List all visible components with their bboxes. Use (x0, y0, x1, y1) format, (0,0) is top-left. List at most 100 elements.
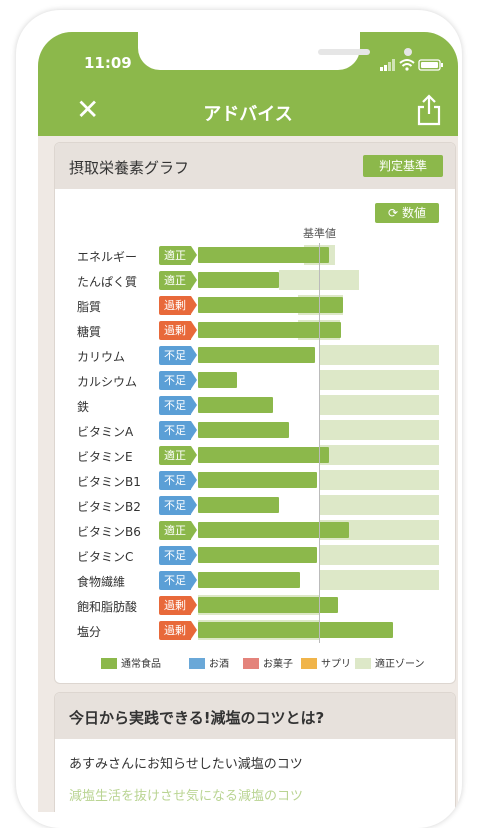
nutrient-label: 食物繊維 (77, 575, 126, 589)
legend-label: 通常食品 (121, 659, 161, 670)
badge-arrow (191, 321, 197, 339)
nutrient-row: ビタミンB6 適正 (55, 518, 455, 543)
intake-bar (198, 247, 329, 263)
nutrient-row: ビタミンB1 不足 (55, 468, 455, 493)
app-header: 11:09 ✕ アド (38, 32, 458, 136)
intake-bar (198, 297, 344, 313)
badge-arrow (191, 346, 197, 364)
badge-arrow (191, 446, 197, 464)
intake-bar (198, 397, 274, 413)
nutrient-row: 食物繊維 不足 (55, 568, 455, 593)
nutrient-graph-card: 摂取栄養素グラフ 判定基準 ⟳ 数値 基準値 エネルギー 適正 たんぱく質 適正 脂質 過剰… (54, 142, 456, 684)
badge-arrow (191, 271, 197, 289)
legend-swatch (355, 658, 371, 669)
zone-bar (319, 495, 439, 515)
zone-bar (319, 445, 439, 465)
badge-arrow (191, 296, 197, 314)
intake-bar (198, 447, 329, 463)
status-badge: 不足 (159, 471, 197, 490)
signal-icon (380, 59, 395, 71)
badge-arrow (191, 521, 197, 539)
tips-link[interactable]: 減塩生活を抜けさせ気になる減塩のコツ (69, 789, 304, 804)
nutrient-label: たんぱく質 (77, 275, 138, 289)
values-button[interactable]: ⟳ 数値 (375, 203, 439, 223)
close-icon[interactable]: ✕ (76, 93, 100, 126)
legend-item: 適正ゾーン (355, 655, 425, 670)
badge-arrow (191, 496, 197, 514)
nutrient-label: ビタミンA (77, 425, 134, 439)
legend-swatch (189, 658, 205, 669)
intake-bar (198, 622, 393, 638)
nutrient-label: 脂質 (77, 300, 102, 314)
app-screen: 11:09 ✕ アド (38, 32, 458, 812)
zone-bar (279, 270, 359, 290)
criteria-button[interactable]: 判定基準 (363, 155, 443, 177)
status-badge: 過剰 (159, 321, 197, 340)
nutrient-label: ビタミンB2 (77, 500, 141, 514)
phone-frame: 11:09 ✕ アド (16, 10, 462, 828)
notch (138, 32, 412, 70)
salt-tips-card: 今日から実践できる!減塩のコツとは? あすみさんにお知らせしたい減塩のコツ 減塩… (54, 692, 456, 812)
refresh-icon: ⟳ (387, 206, 399, 220)
status-badge: 不足 (159, 396, 197, 415)
status-badge: 不足 (159, 546, 197, 565)
status-badge: 不足 (159, 496, 197, 515)
badge-arrow (191, 546, 197, 564)
nutrient-row: 飽和脂肪酸 過剰 (55, 593, 455, 618)
legend-label: お菓子 (263, 659, 293, 670)
status-icons (380, 59, 443, 71)
nutrient-label: 塩分 (77, 625, 102, 639)
nutrient-label: 糖質 (77, 325, 102, 339)
status-badge: 過剰 (159, 621, 197, 640)
zone-bar (319, 570, 439, 590)
nutrient-row: ビタミンA 不足 (55, 418, 455, 443)
intake-bar (198, 422, 289, 438)
nutrient-row: ビタミンC 不足 (55, 543, 455, 568)
legend-swatch (101, 658, 117, 669)
tips-subtitle: あすみさんにお知らせしたい減塩のコツ (69, 757, 303, 772)
zone-bar (319, 345, 439, 365)
badge-arrow (191, 471, 197, 489)
intake-bar (198, 572, 300, 588)
status-badge: 過剰 (159, 596, 197, 615)
speaker (318, 49, 370, 55)
status-time: 11:09 (84, 54, 132, 72)
baseline-label: 基準値 (303, 227, 336, 240)
nutrient-row: エネルギー 適正 (55, 243, 455, 268)
status-badge: 適正 (159, 271, 197, 290)
nutrient-row: カルシウム 不足 (55, 368, 455, 393)
page-title: アドバイス (203, 104, 293, 125)
nutrient-label: エネルギー (77, 250, 138, 264)
nutrient-label: ビタミンB1 (77, 475, 141, 489)
intake-bar (198, 547, 317, 563)
intake-bar (198, 522, 350, 538)
intake-bar (198, 597, 339, 613)
zone-bar (319, 420, 439, 440)
badge-arrow (191, 246, 197, 264)
tips-title: 今日から実践できる!減塩のコツとは? (69, 709, 325, 727)
badge-arrow (191, 571, 197, 589)
nutrient-label: 飽和脂肪酸 (77, 600, 138, 614)
nutrient-row: ビタミンE 適正 (55, 443, 455, 468)
badge-arrow (191, 596, 197, 614)
nutrient-row: カリウム 不足 (55, 343, 455, 368)
nutrient-row: たんぱく質 適正 (55, 268, 455, 293)
intake-bar (198, 322, 341, 338)
badge-arrow (191, 371, 197, 389)
status-badge: 適正 (159, 446, 197, 465)
share-icon[interactable] (416, 94, 442, 126)
badge-arrow (191, 396, 197, 414)
badge-arrow (191, 421, 197, 439)
status-badge: 不足 (159, 571, 197, 590)
nutrient-label: 鉄 (77, 400, 90, 414)
nutrient-label: ビタミンE (77, 450, 133, 464)
legend-item: サプリ (301, 655, 351, 670)
nutrient-label: ビタミンB6 (77, 525, 141, 539)
legend-swatch (243, 658, 259, 669)
camera (404, 48, 412, 56)
graph-card-header: 摂取栄養素グラフ 判定基準 (55, 143, 455, 189)
status-badge: 不足 (159, 371, 197, 390)
legend-label: サプリ (321, 659, 351, 670)
zone-bar (319, 370, 439, 390)
wifi-icon (399, 59, 415, 71)
